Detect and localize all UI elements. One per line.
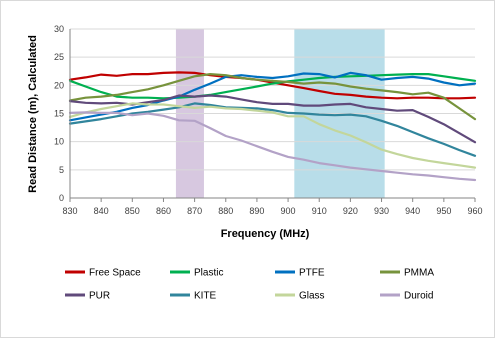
series-line-duroid <box>68 111 477 182</box>
legend-label: PMMA <box>404 268 434 279</box>
series-line-plastic <box>68 72 477 100</box>
y-tick-label: 25 <box>54 52 64 62</box>
x-tick-label: 920 <box>343 206 358 216</box>
y-tick-label: 0 <box>59 193 64 203</box>
legend-entry-duroid: Duroid <box>380 291 433 302</box>
x-tick-label: 880 <box>218 206 233 216</box>
legend-entry-plastic: Plastic <box>170 268 223 279</box>
legend-label: Duroid <box>404 291 433 302</box>
series-line-pur <box>68 94 477 144</box>
legend-label: KITE <box>194 291 217 302</box>
series-lines <box>68 71 477 182</box>
axes <box>69 29 476 202</box>
legend-entry-glass: Glass <box>275 291 325 302</box>
legend-label: Glass <box>299 291 325 302</box>
x-tick-label: 870 <box>187 206 202 216</box>
x-tick-label: 830 <box>62 206 77 216</box>
legend-label: Plastic <box>194 268 223 279</box>
x-tick-label: 960 <box>467 206 482 216</box>
legend-entry-free-space: Free Space <box>65 268 141 279</box>
legend-label: Free Space <box>89 268 141 279</box>
series-line-ptfe <box>68 71 477 122</box>
y-tick-label: 30 <box>54 24 64 34</box>
legend: Free Space Plastic PTFE PMMA PUR KITE Glass Dur… <box>65 268 434 302</box>
x-tick-label: 850 <box>125 206 140 216</box>
x-tick-label: 890 <box>249 206 264 216</box>
y-tick-labels: 0 5 10 15 20 25 30 <box>54 24 64 203</box>
x-tick-labels: 830 840 850 860 870 880 890 900 910 920 930 940 950 9… <box>62 206 482 216</box>
x-tick-label: 950 <box>436 206 451 216</box>
series-line-kite <box>68 102 477 157</box>
series-line-glass <box>68 102 477 169</box>
gridlines <box>70 28 475 171</box>
series-line-pmma <box>68 72 477 121</box>
x-tick-label: 840 <box>94 206 109 216</box>
legend-entry-pur: PUR <box>65 291 110 302</box>
legend-entry-kite: KITE <box>170 291 217 302</box>
x-axis-title: Frequency (MHz) <box>221 228 310 240</box>
y-tick-label: 15 <box>54 109 64 119</box>
legend-label: PTFE <box>299 268 325 279</box>
legend-label: PUR <box>89 291 110 302</box>
x-tick-label: 860 <box>156 206 171 216</box>
x-tick-label: 910 <box>312 206 327 216</box>
x-tick-label: 940 <box>405 206 420 216</box>
legend-entry-pmma: PMMA <box>380 268 434 279</box>
y-tick-label: 10 <box>54 137 64 147</box>
y-tick-label: 5 <box>59 165 64 175</box>
legend-entry-ptfe: PTFE <box>275 268 325 279</box>
x-tick-label: 930 <box>374 206 389 216</box>
y-tick-label: 20 <box>54 80 64 90</box>
x-tick-label: 900 <box>281 206 296 216</box>
y-axis-title: Read Distance (m), Calculated <box>27 35 39 193</box>
